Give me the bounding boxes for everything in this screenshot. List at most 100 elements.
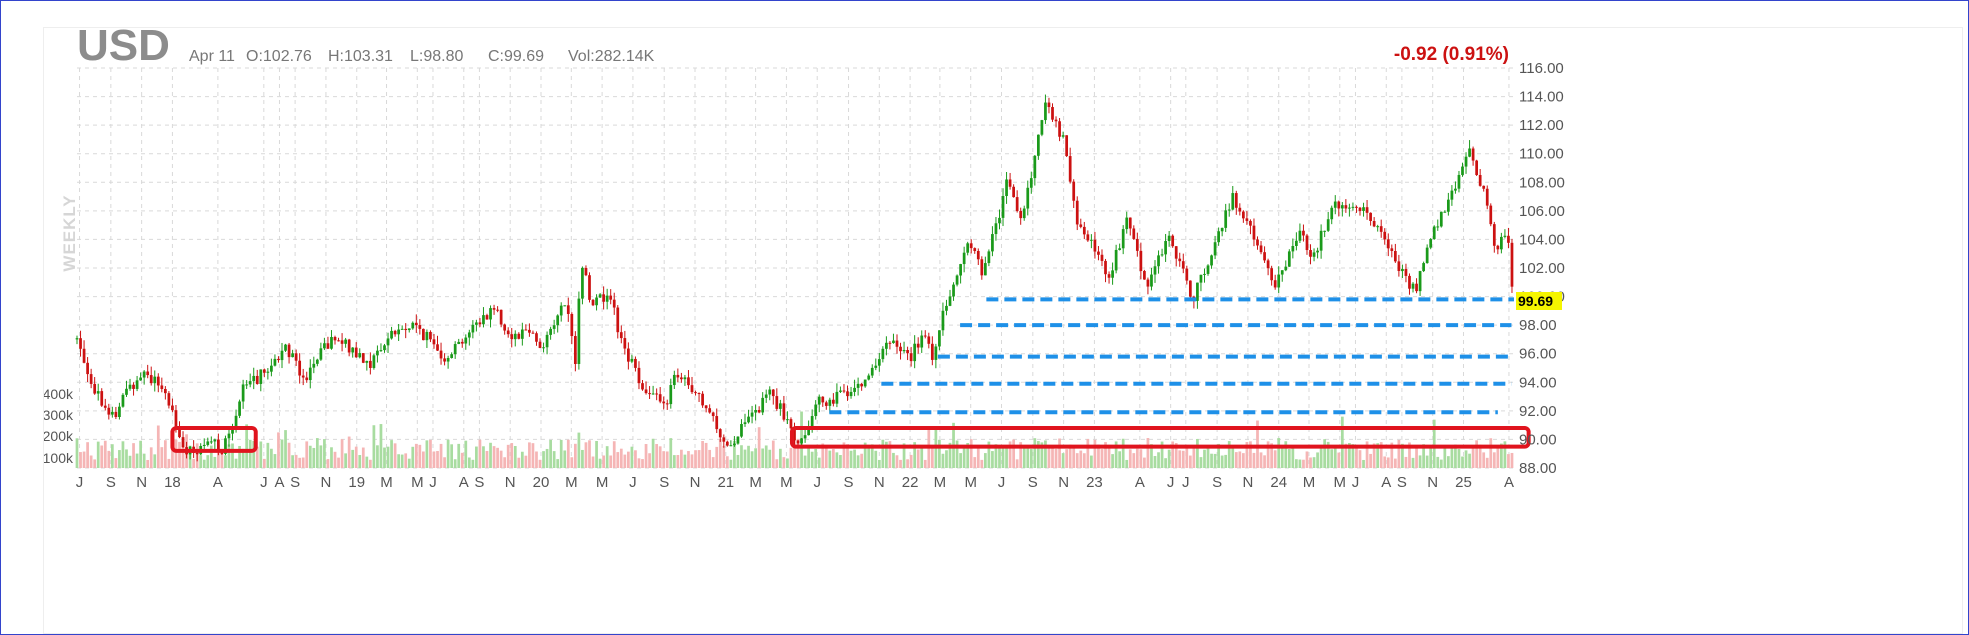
candle-body — [648, 393, 651, 395]
volume-bar — [301, 457, 305, 468]
time-tick-label: J — [260, 474, 268, 491]
volume-bar — [559, 439, 563, 468]
time-tick-label: S — [106, 474, 116, 491]
volume-bar — [1319, 444, 1323, 468]
candle-body — [581, 267, 584, 299]
candle-body — [100, 391, 104, 406]
chart-grid — [77, 67, 1514, 469]
candle-body — [252, 375, 256, 382]
price-tick-label: 96.00 — [1519, 346, 1557, 363]
candle-body — [1446, 199, 1450, 212]
volume-bar — [969, 439, 973, 468]
candle-body — [1418, 271, 1422, 292]
candle-body — [1125, 217, 1129, 230]
candle-body — [821, 396, 825, 403]
candle-body — [1507, 235, 1510, 243]
candle-body — [824, 402, 828, 406]
volume-bar — [330, 447, 333, 468]
time-tick-label: 19 — [348, 474, 365, 491]
price-chart[interactable]: 116.00 114.00 112.00 110.00 108.00 106.00 104.… — [44, 28, 1962, 633]
volume-bar — [1358, 450, 1362, 468]
volume-bar — [1082, 453, 1086, 468]
low-value: L:98.80 — [410, 48, 463, 65]
candle-body — [114, 411, 118, 417]
candle-body — [531, 332, 535, 334]
candle-body — [245, 384, 249, 386]
volume-bar — [383, 447, 386, 468]
volume-bar — [361, 447, 365, 468]
candle-body — [694, 392, 697, 394]
volume-bar — [998, 445, 1001, 468]
candle-body — [764, 394, 768, 398]
volume-bar — [1125, 459, 1129, 468]
candle-body — [178, 427, 181, 438]
candle-body — [520, 329, 524, 339]
candle-body — [390, 330, 393, 339]
volume-bar — [277, 432, 280, 468]
volume-bar — [1015, 459, 1019, 468]
candle-body — [1415, 283, 1418, 292]
volume-bar — [796, 438, 800, 468]
volume-bar — [1022, 446, 1026, 468]
candle-body — [460, 341, 464, 344]
volume-bar — [563, 450, 567, 468]
highlight-box — [789, 426, 1531, 449]
volume-bar — [877, 459, 881, 468]
candle-body — [1485, 188, 1489, 206]
volume-bar — [1079, 450, 1083, 468]
candle-body — [411, 322, 415, 329]
volume-bar — [439, 443, 443, 468]
candle-body — [662, 401, 666, 404]
candle-body — [234, 415, 238, 427]
volume-bar — [1270, 443, 1274, 468]
volume-bar — [1316, 452, 1319, 468]
candle-body — [630, 358, 634, 362]
candle-body — [846, 391, 849, 397]
volume-bar — [478, 439, 482, 468]
volume-bar — [1284, 441, 1288, 468]
time-axis: J S N 18 A J A S N 19 M M J A S N 20 M M J S N 21 M M J S N 22 M M J S N 2… — [76, 474, 1514, 491]
candle-body — [482, 315, 485, 325]
candle-body — [524, 329, 528, 331]
volume-bar — [132, 443, 135, 468]
time-tick-label: M — [411, 474, 424, 491]
candle-body — [930, 343, 934, 360]
candle-body — [1206, 265, 1210, 274]
volume-bar — [591, 456, 595, 468]
candle-body — [1033, 155, 1037, 179]
volume-bar — [354, 446, 358, 468]
volume-bar — [110, 444, 114, 468]
volume-bar — [853, 449, 856, 468]
time-tick-label: J — [76, 474, 84, 491]
volume-bar — [128, 455, 132, 468]
volume-bar — [835, 452, 839, 468]
volume-bar — [718, 438, 722, 468]
candle-body — [1100, 254, 1104, 261]
candle-body — [217, 439, 220, 452]
candle-body — [1181, 261, 1185, 269]
candle-body — [1280, 270, 1284, 275]
candle-body — [778, 403, 782, 409]
candle-body — [1135, 238, 1139, 251]
volume-bar — [149, 447, 153, 468]
candle-body — [1245, 218, 1249, 221]
volume-bar — [874, 450, 878, 468]
volume-bar — [262, 458, 266, 468]
time-tick-label: A — [1504, 474, 1514, 491]
candle-body — [312, 363, 316, 368]
volume-bar — [1206, 448, 1210, 468]
candle-body — [1369, 212, 1372, 222]
volume-bar — [1068, 444, 1072, 468]
candle-body — [1351, 206, 1355, 208]
volume-bar — [1464, 450, 1468, 468]
volume-bar — [96, 441, 100, 468]
candle-body — [913, 343, 917, 362]
candle-body — [1425, 247, 1429, 264]
volume-bar — [856, 455, 860, 468]
candle-body — [1047, 102, 1051, 108]
volume-bar — [347, 436, 351, 468]
volume-bar — [464, 440, 468, 468]
volume-bar — [492, 446, 496, 468]
candle-body — [623, 338, 627, 349]
candle-body — [1348, 207, 1351, 209]
